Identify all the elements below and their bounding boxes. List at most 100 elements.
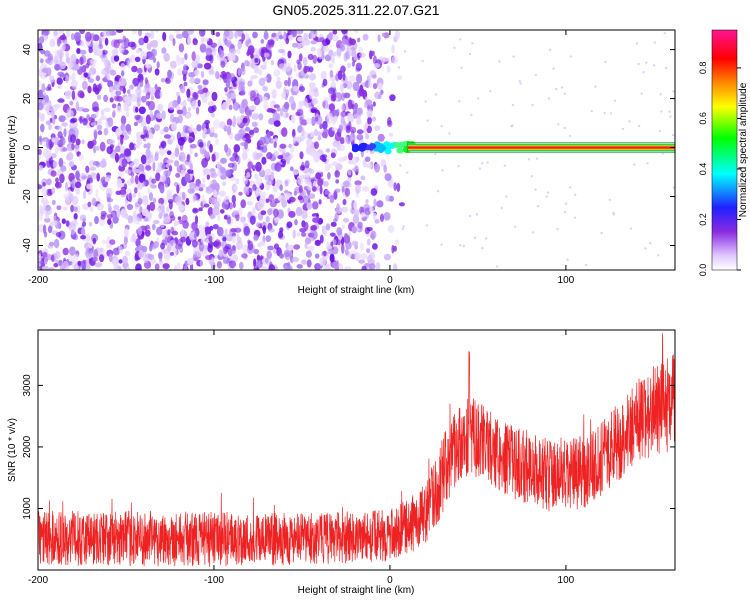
spectrogram-noise-mark bbox=[346, 62, 352, 69]
spectrogram-noise-mark bbox=[241, 33, 246, 42]
spectrogram-noise-mark bbox=[281, 91, 286, 99]
spectrogram-noise-mark bbox=[51, 137, 56, 143]
spectrogram-noise-mark bbox=[263, 52, 270, 58]
spectrogram-noise-mark bbox=[242, 244, 248, 255]
spectrogram-noise-mark bbox=[311, 116, 316, 126]
spectrogram-noise-mark bbox=[140, 154, 147, 165]
spectrogram-noise-mark bbox=[332, 261, 340, 269]
spectrogram-noise-mark bbox=[245, 189, 250, 196]
spectrogram-noise-mark bbox=[55, 181, 62, 189]
spectrogram-noise-mark bbox=[310, 131, 315, 138]
spectrogram-noise-mark bbox=[83, 190, 87, 200]
spectrogram-noise-mark bbox=[150, 95, 155, 101]
spectrogram-noise-mark bbox=[99, 160, 107, 168]
spectrogram-noise-mark bbox=[230, 48, 237, 54]
spectrogram-noise-mark bbox=[130, 171, 135, 177]
spectrogram-noise-mark bbox=[310, 107, 318, 113]
spectrogram-noise-mark bbox=[106, 198, 114, 203]
spectrogram-noise-mark bbox=[174, 147, 180, 158]
spectrogram-noise-mark bbox=[135, 106, 139, 113]
spectrogram-noise-mark bbox=[128, 41, 136, 48]
spectrogram-noise-mark bbox=[176, 109, 183, 115]
spectrogram-noise-mark bbox=[279, 184, 283, 191]
spectrogram-noise-mark bbox=[205, 255, 213, 261]
spectrogram-noise-mark bbox=[279, 253, 284, 259]
spectrogram-noise-mark bbox=[256, 222, 261, 228]
spectrogram-noise-mark bbox=[209, 143, 213, 153]
spectrogram-noise-mark bbox=[38, 148, 42, 155]
spectrogram-noise-mark bbox=[89, 206, 94, 212]
spectrogram-noise-mark bbox=[340, 115, 345, 126]
spectrogram-noise-mark bbox=[237, 67, 241, 77]
spectrogram-noise-mark bbox=[644, 247, 647, 250]
spectrogram-noise-mark bbox=[49, 38, 56, 48]
spectrogram-noise-mark bbox=[204, 149, 207, 157]
spectrogram-noise-mark bbox=[150, 39, 159, 48]
spectrogram-noise-mark bbox=[89, 166, 97, 171]
spectrogram-noise-mark bbox=[86, 265, 91, 270]
spectrogram-noise-mark bbox=[114, 153, 120, 163]
spectrogram-noise-mark bbox=[150, 30, 155, 40]
spectrogram-noise-mark bbox=[485, 237, 488, 240]
spectrogram-noise-mark bbox=[116, 208, 121, 218]
spectrogram-noise-mark bbox=[99, 54, 107, 59]
spectrogram-noise-mark bbox=[385, 195, 391, 202]
spectrogram-noise-mark bbox=[396, 75, 403, 81]
spectrogram-noise-mark bbox=[321, 154, 328, 159]
spectrogram-noise-mark bbox=[157, 103, 164, 112]
spectrogram-noise-mark bbox=[299, 151, 304, 160]
spectrogram-noise-mark bbox=[70, 54, 77, 63]
spectrogram-noise-mark bbox=[123, 102, 129, 112]
spectrogram-noise-mark bbox=[122, 255, 128, 265]
spectrogram-noise-mark bbox=[114, 95, 120, 102]
spectrogram-noise-mark bbox=[149, 201, 156, 212]
spectrogram-noise-mark bbox=[81, 73, 85, 79]
spectrogram-noise-mark bbox=[136, 136, 142, 146]
spectrogram-noise-mark bbox=[329, 232, 336, 237]
spectrogram-noise-mark bbox=[236, 116, 243, 123]
spectrogram-noise-mark bbox=[221, 181, 227, 187]
spectrogram-noise-mark bbox=[96, 172, 100, 182]
spectrogram-noise-mark bbox=[192, 38, 198, 46]
spectrogram-noise-mark bbox=[440, 125, 443, 128]
spectrogram-noise-mark bbox=[82, 80, 88, 90]
spectrogram-noise-mark bbox=[261, 96, 268, 102]
spectrogram-noise-mark bbox=[252, 151, 258, 161]
spectrogram-noise-mark bbox=[375, 261, 381, 270]
spectrogram-noise-mark bbox=[50, 170, 57, 177]
spectrogram-noise-mark bbox=[284, 192, 292, 200]
spectrogram-noise-mark bbox=[476, 97, 480, 100]
spectrogram-noise-mark bbox=[273, 120, 281, 127]
spectrogram-noise-mark bbox=[181, 191, 186, 201]
spectrogram-noise-mark bbox=[100, 210, 107, 217]
spectrogram-noise-mark bbox=[389, 132, 394, 137]
spectrogram-noise-mark bbox=[478, 167, 482, 170]
spectrogram-noise-mark bbox=[276, 76, 281, 81]
spectrogram-noise-mark bbox=[204, 119, 211, 125]
spectrogram-noise-mark bbox=[228, 73, 235, 81]
spectrogram-noise-mark bbox=[391, 55, 399, 65]
spectrogram-noise-mark bbox=[310, 225, 318, 231]
spectrogram-noise-mark bbox=[74, 253, 80, 260]
spectrogram-noise-mark bbox=[139, 79, 144, 88]
spectrogram-noise-mark bbox=[294, 219, 298, 226]
spectrogram-noise-mark bbox=[47, 267, 55, 270]
spectrogram-noise-mark bbox=[163, 251, 171, 261]
spectrogram-noise-mark bbox=[377, 93, 382, 100]
spectrogram-noise-mark bbox=[70, 134, 77, 144]
spectrogram-noise-mark bbox=[642, 71, 645, 74]
spectrogram-noise-mark bbox=[376, 200, 384, 208]
spectrogram-noise-mark bbox=[161, 110, 166, 120]
spectrogram-noise-mark bbox=[57, 98, 65, 103]
spectrogram-noise-mark bbox=[316, 152, 322, 157]
spectrogram-noise-mark bbox=[349, 38, 356, 46]
spectrogram-noise-mark bbox=[220, 168, 227, 174]
spectrogram-noise-mark bbox=[366, 255, 373, 263]
spectrogram-noise-mark bbox=[253, 65, 260, 74]
spectrogram-noise-mark bbox=[209, 225, 214, 231]
spectrogram-noise-mark bbox=[275, 33, 280, 42]
spectrogram-noise-mark bbox=[263, 101, 269, 111]
spectrogram-noise-mark bbox=[160, 140, 167, 149]
spectrogram-noise-mark bbox=[603, 111, 606, 115]
spectrogram-noise-mark bbox=[387, 224, 395, 233]
